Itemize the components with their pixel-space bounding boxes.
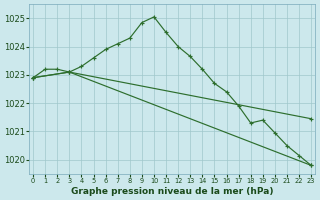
- X-axis label: Graphe pression niveau de la mer (hPa): Graphe pression niveau de la mer (hPa): [71, 187, 273, 196]
